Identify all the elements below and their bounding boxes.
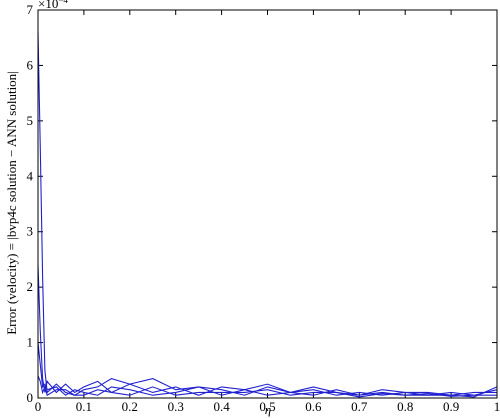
x-tick-label: 0.8 [397, 399, 413, 414]
y-tick-label: 0 [27, 390, 34, 405]
x-tick-label: 0.9 [443, 399, 459, 414]
line-series [37, 264, 498, 396]
x-tick-label: 1 [494, 399, 500, 414]
plot-frame [37, 9, 498, 399]
y-tick-label: 7 [27, 2, 34, 17]
line-series [37, 32, 498, 398]
line-series [37, 342, 497, 396]
x-tick-label: 0.2 [122, 399, 138, 414]
y-tick-label: 4 [27, 168, 34, 183]
y-tick-label: 2 [27, 279, 34, 294]
y-axis-label: Error (velocity) = |bvp4c solution − ANN… [4, 71, 19, 335]
y-multiplier-exponent: −4 [58, 0, 68, 5]
y-multiplier-base: ×10 [38, 0, 58, 11]
y-tick-label: 1 [27, 335, 34, 350]
y-multiplier: ×10−4 [38, 0, 68, 11]
x-tick-label: 0.7 [351, 399, 368, 414]
x-tick-label: 0.5 [259, 399, 275, 414]
x-tick-label: 0.6 [305, 399, 322, 414]
x-tick-label: 0.3 [168, 399, 184, 414]
y-tick-label: 5 [27, 113, 34, 128]
x-tick-label: 0 [35, 399, 42, 414]
x-tick-label: 0.1 [76, 399, 92, 414]
x-tick-label: 0.4 [213, 399, 230, 414]
x-axis-label: η [265, 402, 271, 417]
y-tick-label: 6 [27, 57, 34, 72]
y-tick-label: 3 [27, 224, 34, 239]
line-series [37, 375, 497, 398]
